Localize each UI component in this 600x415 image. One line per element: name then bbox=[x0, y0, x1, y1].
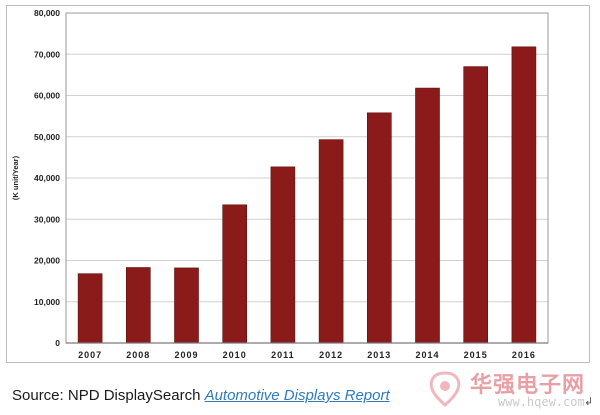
watermark-url: www.hqew.com bbox=[498, 395, 585, 409]
y-tick-label: 60,000 bbox=[34, 91, 60, 101]
bar bbox=[366, 112, 392, 344]
x-tick-label: 2014 bbox=[415, 350, 439, 360]
x-tick-label: 2013 bbox=[367, 350, 391, 360]
bar bbox=[270, 166, 296, 344]
site-logo-icon bbox=[429, 371, 461, 407]
bar-chart: 0 10,000 20,000 30,000 40,000 50,000 60,000 70,… bbox=[11, 8, 549, 360]
x-tick-label: 2007 bbox=[78, 350, 102, 360]
bar bbox=[174, 267, 199, 344]
y-tick-label: 0 bbox=[55, 338, 60, 348]
bar bbox=[511, 46, 537, 344]
y-tick-label: 50,000 bbox=[34, 132, 60, 142]
bar bbox=[222, 204, 247, 344]
y-tick-label: 40,000 bbox=[34, 173, 60, 183]
x-tick-label: 2016 bbox=[512, 350, 536, 360]
x-tick-label: 2011 bbox=[271, 350, 295, 360]
source-text: Source: NPD DisplaySearch bbox=[12, 387, 205, 404]
bar bbox=[463, 66, 489, 344]
bar bbox=[415, 87, 440, 344]
return-mark: ↲ bbox=[584, 396, 594, 408]
watermark-site-name: 华强电子网 bbox=[470, 373, 586, 398]
bar bbox=[126, 267, 151, 344]
x-tick-label: 2012 bbox=[319, 350, 343, 360]
y-tick-label: 10,000 bbox=[34, 297, 60, 307]
watermark: 华强电子网 www.hqew.com ↲ bbox=[418, 365, 596, 413]
x-tick-label: 2008 bbox=[126, 350, 150, 360]
y-tick-label: 20,000 bbox=[34, 256, 60, 266]
y-tick-label: 30,000 bbox=[34, 214, 60, 224]
source-caption: Source: NPD DisplaySearch Automotive Dis… bbox=[12, 387, 390, 404]
chart-frame bbox=[6, 5, 590, 363]
bar bbox=[77, 273, 103, 344]
y-tick-label: 70,000 bbox=[34, 49, 60, 59]
x-tick-label: 2009 bbox=[174, 350, 198, 360]
bar bbox=[318, 139, 344, 344]
x-tick-label: 2010 bbox=[223, 350, 247, 360]
report-link[interactable]: Automotive Displays Report bbox=[204, 387, 390, 404]
x-tick-label: 2015 bbox=[464, 350, 488, 360]
y-tick-label: 80,000 bbox=[34, 8, 60, 18]
y-axis-label: (K unit/Year) bbox=[11, 155, 20, 200]
